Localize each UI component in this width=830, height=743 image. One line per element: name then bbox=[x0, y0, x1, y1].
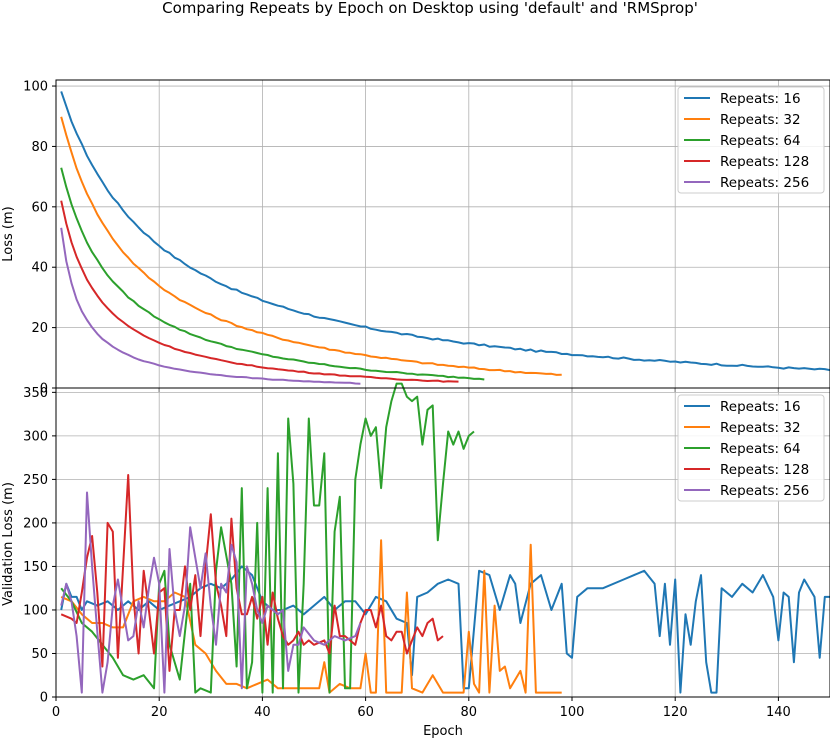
y-tick-label: 350 bbox=[23, 386, 48, 401]
x-axis-label: Epoch bbox=[423, 724, 463, 739]
y-tick-label: 20 bbox=[31, 321, 48, 336]
legend-label: Repeats: 32 bbox=[720, 112, 801, 128]
y-tick-label: 250 bbox=[23, 473, 48, 488]
y-tick-label: 80 bbox=[31, 140, 48, 155]
y-tick-label: 60 bbox=[31, 200, 48, 215]
legend-label: Repeats: 256 bbox=[720, 483, 809, 499]
y-tick-label: 50 bbox=[31, 647, 48, 662]
legend-label: Repeats: 128 bbox=[720, 462, 809, 478]
series-line bbox=[60, 227, 361, 385]
series-line bbox=[60, 565, 830, 694]
x-tick-label: 80 bbox=[461, 705, 478, 720]
legend-label: Repeats: 16 bbox=[720, 91, 801, 107]
x-tick-label: 140 bbox=[766, 705, 791, 720]
y-tick-label: 100 bbox=[23, 80, 48, 95]
legend-label: Repeats: 64 bbox=[720, 441, 801, 457]
x-tick-label: 100 bbox=[560, 705, 585, 720]
legend-label: Repeats: 64 bbox=[720, 133, 801, 149]
y-axis-label-loss: Loss (m) bbox=[1, 206, 16, 261]
x-tick-label: 120 bbox=[663, 705, 688, 720]
y-tick-label: 0 bbox=[40, 691, 48, 706]
y-tick-label: 150 bbox=[23, 560, 48, 575]
axes-frame bbox=[55, 387, 830, 698]
series-line bbox=[60, 167, 485, 381]
y-axis-label-validation-loss: Validation Loss (m) bbox=[1, 482, 16, 606]
legend-label: Repeats: 128 bbox=[720, 154, 809, 170]
series-line bbox=[60, 491, 362, 694]
series-line bbox=[60, 474, 444, 672]
x-tick-label: 40 bbox=[254, 705, 271, 720]
y-tick-label: 100 bbox=[23, 603, 48, 618]
y-tick-label: 0 bbox=[40, 382, 48, 397]
y-tick-label: 300 bbox=[23, 429, 48, 444]
legend-box bbox=[677, 394, 825, 502]
series-line bbox=[60, 200, 459, 383]
chart-title: Comparing Repeats by Epoch on Desktop us… bbox=[162, 0, 698, 17]
series-line bbox=[60, 91, 830, 372]
series-line bbox=[60, 382, 475, 694]
y-tick-label: 200 bbox=[23, 516, 48, 531]
legend-label: Repeats: 32 bbox=[720, 420, 801, 436]
y-tick-label: 40 bbox=[31, 261, 48, 276]
x-tick-label: 0 bbox=[52, 705, 60, 720]
loss-panel: 0 20 40 60 80 100 Repeats: 16 Repeats: 32 Repeat… bbox=[23, 79, 830, 397]
x-tick-label: 20 bbox=[151, 705, 168, 720]
legend-box bbox=[677, 86, 825, 194]
series-line bbox=[60, 116, 562, 376]
x-tick-label: 60 bbox=[357, 705, 374, 720]
legend-label: Repeats: 16 bbox=[720, 399, 801, 415]
legend-label: Repeats: 256 bbox=[720, 175, 809, 191]
